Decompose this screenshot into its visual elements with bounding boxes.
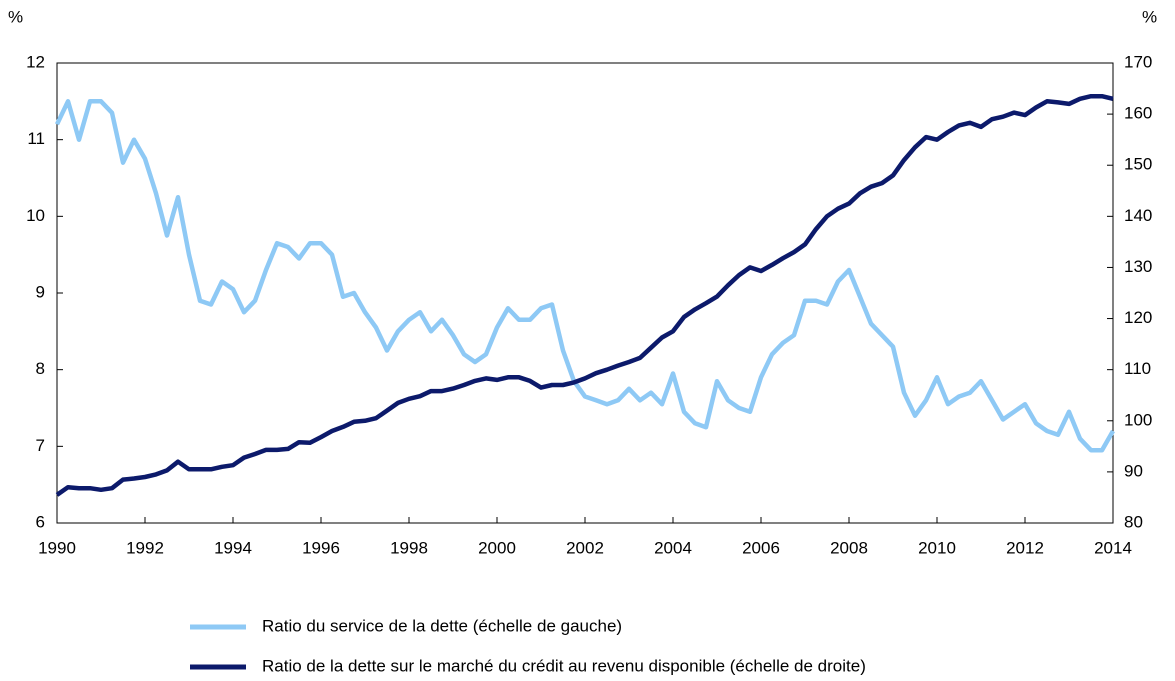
x-tick-label: 2014 [1094,538,1132,557]
y2-axis-label: % [1142,7,1157,26]
y2-tick-label: 110 [1124,359,1151,378]
series-line [54,99,1115,453]
x-tick-label: 2006 [742,538,780,557]
series-line [55,93,1114,497]
x-tick-label: 2000 [478,538,516,557]
x-tick-label: 1998 [390,538,428,557]
y2-tick-label: 160 [1124,104,1152,123]
y-tick-label: 12 [26,52,45,71]
y-tick-label: 6 [36,512,45,531]
y-axis-label: % [8,7,23,26]
x-tick-label: 2002 [566,538,604,557]
y-tick-label: 7 [36,436,45,455]
y2-tick-label: 100 [1124,410,1152,429]
y2-tick-label: 140 [1124,206,1152,225]
x-tick-label: 2004 [654,538,692,557]
x-tick-label: 2010 [918,538,956,557]
y2-tick-label: 130 [1124,257,1152,276]
x-tick-label: 2012 [1006,538,1044,557]
x-tick-label: 2008 [830,538,868,557]
legend-label: Ratio du service de la dette (échelle de… [262,616,622,635]
y-tick-label: 9 [36,282,45,301]
x-tick-label: 1990 [38,538,76,557]
y2-tick-label: 170 [1124,52,1152,71]
y2-tick-label: 150 [1124,155,1152,174]
y2-tick-label: 80 [1124,512,1143,531]
x-tick-label: 1992 [126,538,164,557]
y2-tick-label: 90 [1124,461,1143,480]
y-tick-label: 10 [26,206,45,225]
y2-tick-label: 120 [1124,308,1152,327]
legend-label: Ratio de la dette sur le marché du crédi… [262,656,866,675]
y-tick-label: 11 [27,129,45,148]
x-tick-label: 1996 [302,538,340,557]
y-tick-label: 8 [36,359,45,378]
x-tick-label: 1994 [214,538,252,557]
